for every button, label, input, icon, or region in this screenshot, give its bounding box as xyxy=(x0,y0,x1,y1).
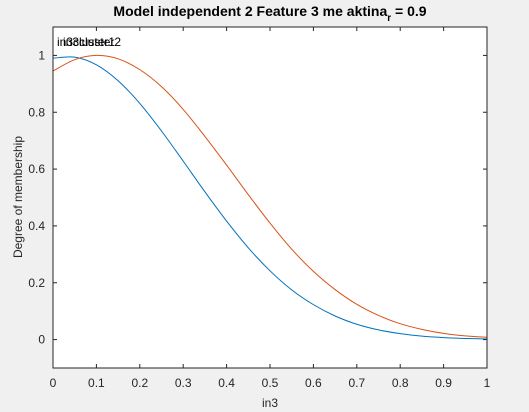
curve-label-1: in3cluster1 xyxy=(57,35,115,49)
x-tick-label: 0.1 xyxy=(88,376,105,390)
chart-title: Model independent 2 Feature 3 me aktinar… xyxy=(113,3,426,24)
y-axis-ticks: 0 0.2 0.4 0.6 0.8 1 xyxy=(28,48,487,347)
chart-title-suffix: = 0.9 xyxy=(391,3,427,19)
y-tick-label: 0 xyxy=(38,333,45,347)
chart-title-main: Model independent 2 Feature 3 me aktina xyxy=(113,3,387,19)
x-tick-label: 0 xyxy=(50,376,57,390)
y-tick-label: 0.2 xyxy=(28,276,45,290)
y-tick-label: 0.4 xyxy=(28,219,45,233)
x-tick-label: 0.3 xyxy=(175,376,192,390)
x-tick-label: 0.4 xyxy=(218,376,235,390)
x-tick-label: 0.7 xyxy=(348,376,365,390)
plot-area xyxy=(53,27,487,368)
x-tick-label: 0.9 xyxy=(435,376,452,390)
series-line-2 xyxy=(52,54,488,338)
curve-label-2: in3cluster2 xyxy=(63,35,121,49)
y-tick-label: 0.8 xyxy=(28,105,45,119)
y-axis-label: Degree of membership xyxy=(11,136,25,258)
x-tick-label: 0.2 xyxy=(131,376,148,390)
series-line-1 xyxy=(52,56,488,340)
y-tick-label: 1 xyxy=(38,48,45,62)
x-tick-label: 1 xyxy=(484,376,491,390)
series-layer xyxy=(52,54,488,340)
x-axis-label: in3 xyxy=(262,396,278,410)
x-tick-label: 0.8 xyxy=(392,376,409,390)
x-tick-label: 0.6 xyxy=(305,376,322,390)
x-axis-ticks: 0 0.1 0.2 0.3 0.4 0.5 0.6 0.7 0.8 0.9 1 xyxy=(50,27,491,390)
x-tick-label: 0.5 xyxy=(262,376,279,390)
y-tick-label: 0.6 xyxy=(28,162,45,176)
chart-title-subscript: r xyxy=(387,13,391,24)
